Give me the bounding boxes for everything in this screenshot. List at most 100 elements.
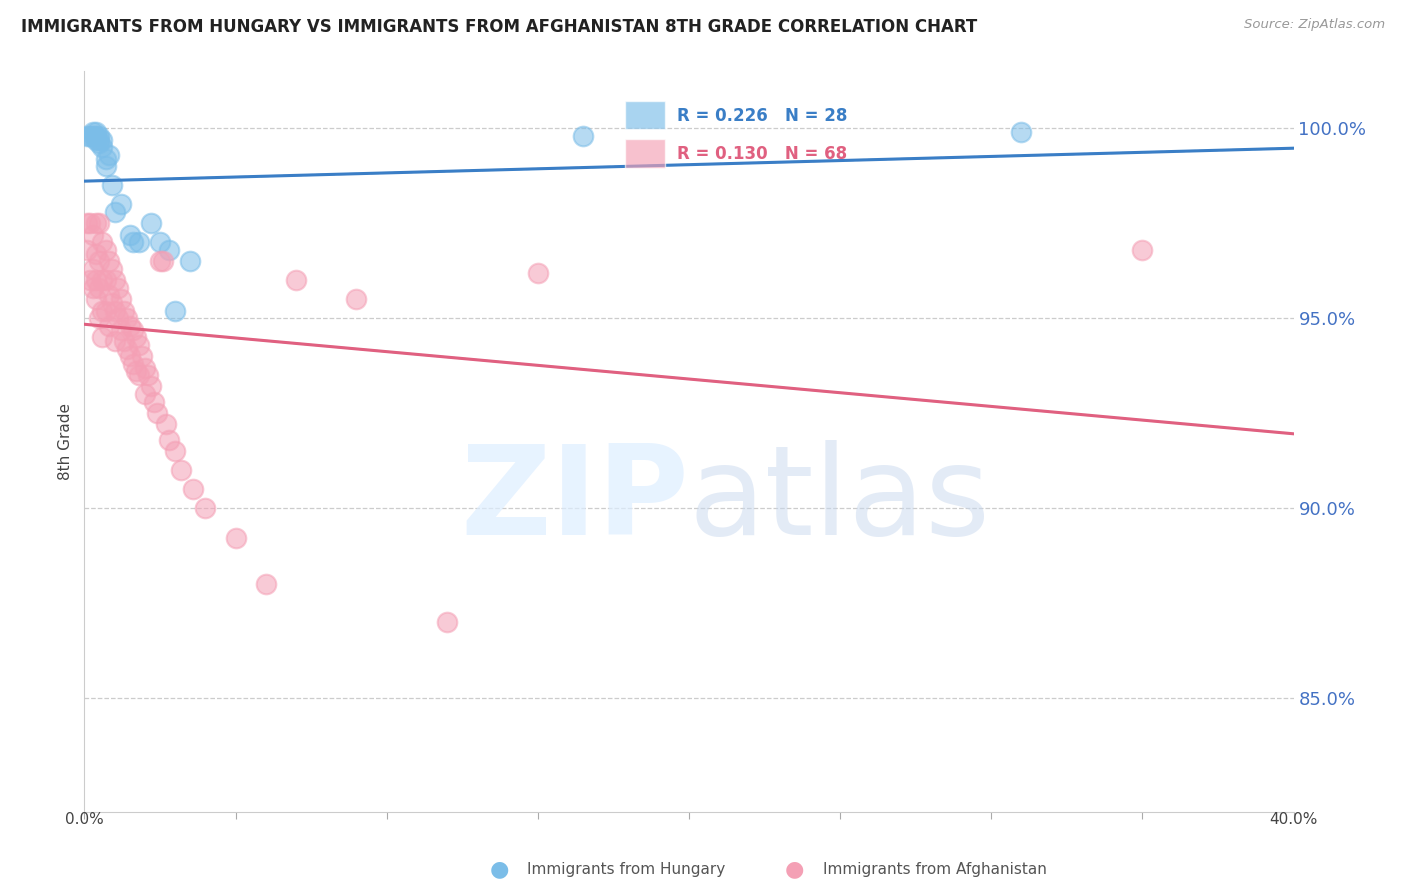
Point [194,500,217,515]
Point [128,337,150,351]
Point [89,128,111,143]
Point [110,322,132,336]
Point [170,463,193,477]
Point [94,152,117,166]
Point [254,577,277,591]
Point [125,330,148,344]
Point [86,292,108,306]
Point [110,197,132,211]
Point [89,136,111,151]
Text: ●: ● [489,860,509,880]
Point [89,311,111,326]
Text: R = 0.226   N = 28: R = 0.226 N = 28 [676,106,848,125]
Point [79,273,101,287]
Point [115,311,138,326]
Point [89,216,111,230]
Point [118,318,141,333]
Point [112,334,135,348]
Text: atlas: atlas [689,441,991,561]
Point [121,235,143,250]
Point [225,532,247,546]
Text: IMMIGRANTS FROM HUNGARY VS IMMIGRANTS FROM AFGHANISTAN 8TH GRADE CORRELATION CHA: IMMIGRANTS FROM HUNGARY VS IMMIGRANTS FR… [21,18,977,36]
Point [136,368,159,383]
Point [157,433,180,447]
Point [82,125,104,139]
Point [112,303,135,318]
Text: 40.0%: 40.0% [1270,812,1317,827]
Point [97,288,120,302]
Point [100,178,122,193]
Point [121,322,143,336]
Point [76,128,98,143]
Point [91,140,114,154]
Point [82,227,104,242]
Point [82,261,104,276]
Point [97,254,120,268]
Text: R = 0.130   N = 68: R = 0.130 N = 68 [676,145,846,163]
Point [134,387,156,401]
Point [91,330,114,344]
Text: ●: ● [785,860,804,880]
Point [94,243,117,257]
Point [89,281,111,295]
Point [134,360,156,375]
Point [572,128,595,143]
Point [107,281,129,295]
FancyBboxPatch shape [626,101,665,129]
Point [1130,243,1153,257]
Point [82,281,104,295]
Y-axis label: 8th Grade: 8th Grade [58,403,73,480]
Point [104,273,127,287]
Point [181,482,204,496]
Point [527,266,550,280]
Point [79,128,101,143]
Point [104,303,127,318]
Point [100,296,122,310]
Point [118,349,141,363]
Point [139,216,162,230]
Point [128,368,150,383]
Point [165,303,187,318]
Point [128,235,150,250]
Point [131,349,153,363]
Point [86,133,108,147]
Point [97,148,120,162]
Point [149,235,172,250]
Point [79,216,101,230]
Point [146,406,169,420]
FancyBboxPatch shape [626,139,665,168]
Point [157,243,180,257]
Point [91,133,114,147]
Point [152,254,174,268]
Point [76,243,98,257]
Point [86,216,108,230]
Point [104,204,127,219]
Point [115,342,138,356]
Point [91,235,114,250]
Point [94,159,117,173]
Text: Immigrants from Hungary: Immigrants from Hungary [527,863,725,877]
Point [165,444,187,458]
Point [86,273,108,287]
Point [100,261,122,276]
Text: Source: ZipAtlas.com: Source: ZipAtlas.com [1244,18,1385,31]
Point [139,379,162,393]
Point [97,318,120,333]
Point [285,273,308,287]
Text: 0.0%: 0.0% [65,812,104,827]
Point [94,273,117,287]
Point [436,615,458,629]
Point [94,303,117,318]
Point [82,128,104,143]
Point [110,292,132,306]
Point [91,273,114,287]
Point [91,303,114,318]
Point [346,292,368,306]
Point [179,254,201,268]
Point [118,227,141,242]
Point [89,133,111,147]
Point [86,128,108,143]
Point [1011,125,1033,139]
Point [86,125,108,139]
Point [104,334,127,348]
